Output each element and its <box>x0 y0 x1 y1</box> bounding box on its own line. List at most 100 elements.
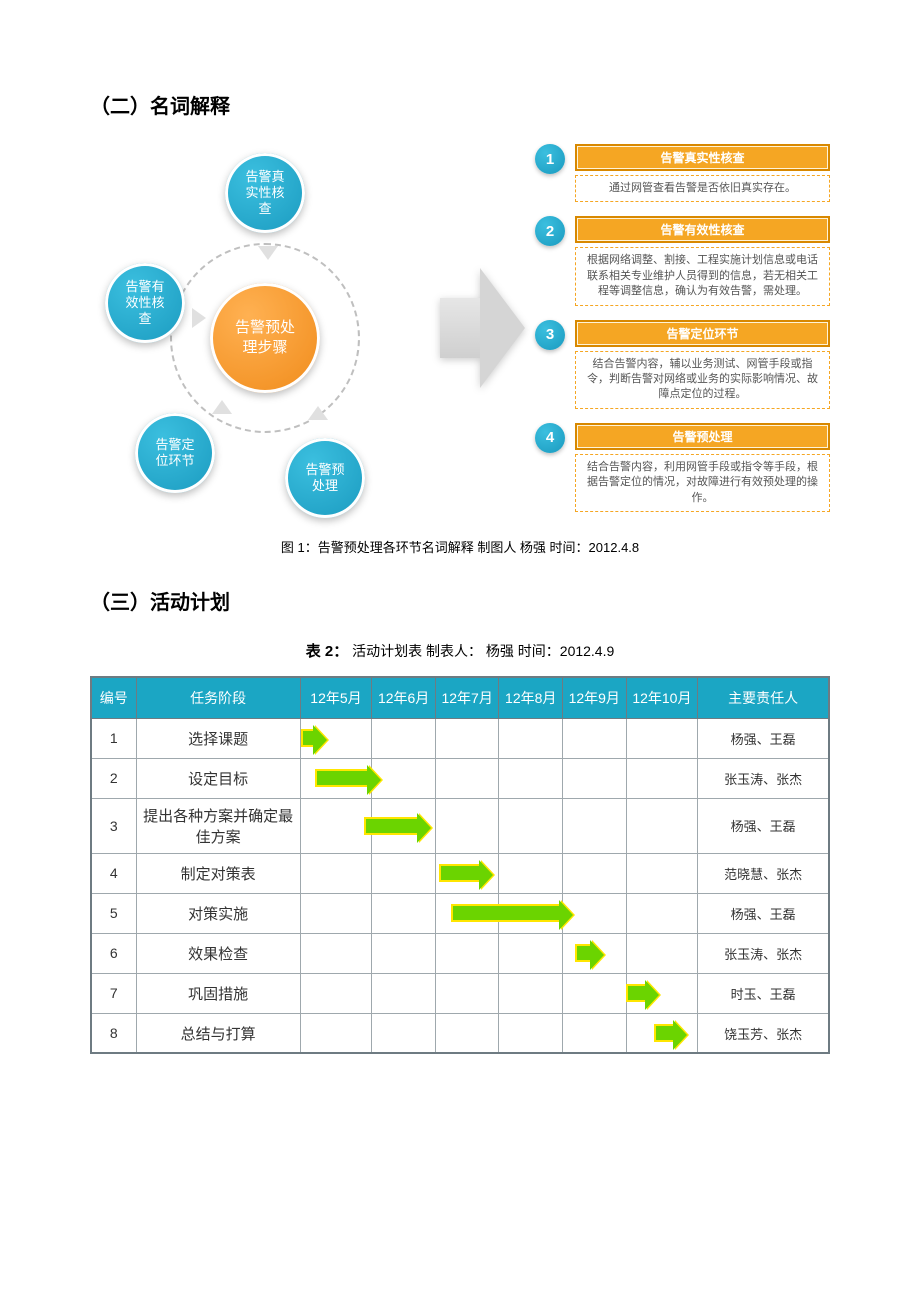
month-cell <box>300 758 372 798</box>
step-title: 告警真实性核查 <box>575 144 830 171</box>
step-title: 告警预处理 <box>575 423 830 450</box>
row-task: 对策实施 <box>136 893 300 933</box>
month-cell <box>626 893 698 933</box>
month-cell <box>562 798 626 853</box>
month-cell <box>372 893 436 933</box>
table-row: 6效果检查张玉涛、张杰 <box>91 933 829 973</box>
month-cell <box>372 973 436 1013</box>
row-task: 提出各种方案并确定最佳方案 <box>136 798 300 853</box>
step-title: 告警定位环节 <box>575 320 830 347</box>
month-cell <box>372 1013 436 1053</box>
row-task: 巩固措施 <box>136 973 300 1013</box>
row-id: 8 <box>91 1013 136 1053</box>
step-body: 告警定位环节结合告警内容，辅以业务测试、网管手段或指令，判断告警对网络或业务的实… <box>575 320 830 409</box>
table-row: 8总结与打算 饶玉芳、张杰 <box>91 1013 829 1053</box>
row-task: 总结与打算 <box>136 1013 300 1053</box>
step-body: 告警真实性核查通过网管查看告警是否依旧真实存在。 <box>575 144 830 202</box>
month-cell <box>499 1013 563 1053</box>
triangle-icon <box>308 406 328 420</box>
step-number: 4 <box>535 423 565 453</box>
row-id: 5 <box>91 893 136 933</box>
outer-node-2: 告警定 位环节 <box>135 413 215 493</box>
step-number: 1 <box>535 144 565 174</box>
month-cell <box>435 853 499 893</box>
month-cell <box>300 853 372 893</box>
month-cell <box>562 718 626 758</box>
gantt-arrow <box>315 769 369 787</box>
figure-1-caption: 图 1：告警预处理各环节名词解释 制图人 杨强 时间：2012.4.8 <box>90 537 830 556</box>
month-cell <box>562 893 626 933</box>
outer-node-3: 告警预 处理 <box>285 438 365 518</box>
row-owner: 杨强、王磊 <box>698 718 829 758</box>
table-row: 3提出各种方案并确定最佳方案 杨强、王磊 <box>91 798 829 853</box>
col-header: 12年5月 <box>300 677 372 719</box>
triangle-icon <box>192 308 206 328</box>
gantt-arrow <box>301 729 315 747</box>
table-caption-bold: 表 2： <box>306 643 349 660</box>
row-task: 效果检查 <box>136 933 300 973</box>
month-cell <box>300 718 372 758</box>
row-id: 7 <box>91 973 136 1013</box>
month-cell <box>562 933 626 973</box>
section-3-heading: （三）活动计划 <box>90 586 830 615</box>
step-row-4: 4 告警预处理结合告警内容，利用网管手段或指令等手段，根据告警定位的情况，对故障进… <box>535 423 830 512</box>
step-desc: 通过网管查看告警是否依旧真实存在。 <box>575 175 830 202</box>
col-header: 12年7月 <box>435 677 499 719</box>
month-cell <box>499 718 563 758</box>
month-cell <box>626 758 698 798</box>
row-id: 2 <box>91 758 136 798</box>
month-cell <box>562 758 626 798</box>
outer-node-0: 告警真 实性核 查 <box>225 153 305 233</box>
month-cell <box>435 933 499 973</box>
col-header: 12年9月 <box>562 677 626 719</box>
row-task: 制定对策表 <box>136 853 300 893</box>
radial-diagram: 告警预处 理步骤 告警真 实性核 查告警有 效性核 查告警定 位环节告警预 处理 <box>90 148 430 508</box>
month-cell <box>300 973 372 1013</box>
month-cell <box>626 798 698 853</box>
col-header: 12年10月 <box>626 677 698 719</box>
row-owner: 杨强、王磊 <box>698 798 829 853</box>
month-cell <box>626 1013 698 1053</box>
step-row-1: 1 告警真实性核查通过网管查看告警是否依旧真实存在。 <box>535 144 830 202</box>
month-cell <box>499 933 563 973</box>
big-arrow-icon <box>440 268 525 388</box>
month-cell <box>499 893 563 933</box>
section-2-heading: （二）名词解释 <box>90 90 830 119</box>
center-node: 告警预处 理步骤 <box>210 283 320 393</box>
month-cell <box>435 1013 499 1053</box>
row-owner: 饶玉芳、张杰 <box>698 1013 829 1053</box>
col-header: 12年6月 <box>372 677 436 719</box>
triangle-icon <box>212 400 232 414</box>
row-task: 设定目标 <box>136 758 300 798</box>
month-cell <box>300 798 372 853</box>
step-row-3: 3告警定位环节结合告警内容，辅以业务测试、网管手段或指令，判断告警对网络或业务的… <box>535 320 830 409</box>
month-cell <box>435 758 499 798</box>
month-cell <box>499 853 563 893</box>
col-header: 编号 <box>91 677 136 719</box>
step-number: 2 <box>535 216 565 246</box>
row-owner: 张玉涛、张杰 <box>698 933 829 973</box>
month-cell <box>499 758 563 798</box>
month-cell <box>435 973 499 1013</box>
terminology-diagram: 告警预处 理步骤 告警真 实性核 查告警有 效性核 查告警定 位环节告警预 处理… <box>90 144 830 512</box>
row-id: 3 <box>91 798 136 853</box>
table-2-caption: 表 2： 活动计划表 制表人： 杨强 时间：2012.4.9 <box>90 640 830 661</box>
step-body: 告警预处理结合告警内容，利用网管手段或指令等手段，根据告警定位的情况，对故障进行… <box>575 423 830 512</box>
month-cell <box>372 758 436 798</box>
step-desc: 结合告警内容，辅以业务测试、网管手段或指令，判断告警对网络或业务的实际影响情况、… <box>575 351 830 409</box>
month-cell <box>372 718 436 758</box>
table-row: 5对策实施杨强、王磊 <box>91 893 829 933</box>
activity-plan-table: 编号任务阶段12年5月12年6月12年7月12年8月12年9月12年10月主要责… <box>90 676 830 1055</box>
row-id: 4 <box>91 853 136 893</box>
step-body: 告警有效性核查根据网络调整、割接、工程实施计划信息或电话联系相关专业维护人员得到… <box>575 216 830 305</box>
row-id: 1 <box>91 718 136 758</box>
month-cell <box>499 973 563 1013</box>
month-cell <box>435 893 499 933</box>
step-list: 1 告警真实性核查通过网管查看告警是否依旧真实存在。 2 告警有效性核查根据网络调整、… <box>535 144 830 512</box>
month-cell <box>300 893 372 933</box>
step-desc: 结合告警内容，利用网管手段或指令等手段，根据告警定位的情况，对故障进行有效预处理… <box>575 454 830 512</box>
row-owner: 范晓慧、张杰 <box>698 853 829 893</box>
table-row: 1选择课题杨强、王磊 <box>91 718 829 758</box>
month-cell <box>499 798 563 853</box>
month-cell <box>372 933 436 973</box>
